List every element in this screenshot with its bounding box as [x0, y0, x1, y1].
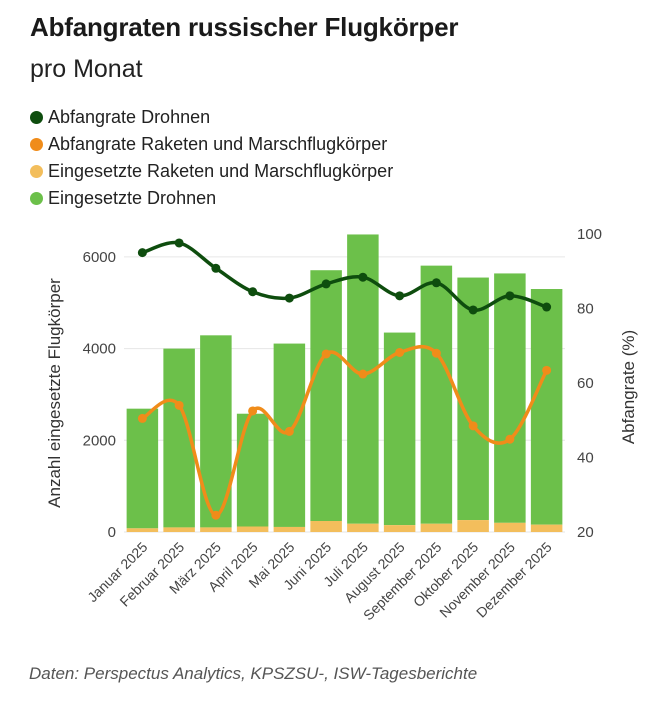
legend-swatch [30, 165, 43, 178]
point-drone-rate [211, 263, 221, 273]
point-drone-rate [468, 305, 478, 315]
point-missile-rate [431, 348, 441, 358]
bar-drones [530, 289, 563, 525]
y-tick-label-right: 40 [577, 450, 594, 467]
point-drone-rate [284, 293, 294, 303]
bar-drones [236, 413, 269, 527]
point-drone-rate [358, 272, 368, 282]
point-missile-rate [505, 434, 515, 444]
bar-drones [457, 277, 489, 521]
bar-drones [420, 265, 453, 524]
point-missile-rate [395, 347, 405, 357]
point-missile-rate [468, 421, 478, 431]
y-axis-title-right: Abfangrate (%) [619, 330, 638, 444]
point-missile-rate [542, 365, 552, 375]
bar-drones [310, 270, 342, 521]
chart-subtitle: pro Monat [30, 55, 143, 83]
bar-missiles [236, 526, 269, 532]
point-missile-rate [248, 406, 258, 416]
legend-item-drone-rate: Abfangrate Drohnen [30, 104, 393, 131]
bar-drones [126, 408, 159, 529]
point-missile-rate [174, 400, 184, 410]
bar-missiles [494, 522, 526, 532]
bar-missiles [457, 520, 489, 532]
legend-label: Eingesetzte Raketen und Marschflugkörper [48, 161, 394, 181]
chart-title: Abfangraten russischer Flugkörper [30, 12, 459, 42]
bar-missiles [200, 527, 232, 532]
bar-drones [494, 273, 526, 523]
point-drone-rate [137, 248, 147, 258]
legend-item-missiles-used: Eingesetzte Raketen und Marschflugkörper [30, 158, 393, 185]
point-drone-rate [395, 291, 405, 301]
legend-swatch [30, 138, 43, 151]
bar-missiles [530, 524, 563, 532]
point-drone-rate [321, 279, 331, 289]
y-tick-label-right: 100 [577, 226, 602, 243]
data-source-note: Daten: Perspectus Analytics, KPSZSU-, IS… [29, 664, 478, 683]
y-tick-label-right: 60 [577, 375, 594, 392]
y-tick-label-left: 2000 [83, 432, 116, 449]
point-drone-rate [248, 287, 258, 297]
bar-missiles [347, 523, 379, 532]
bar-missiles [383, 525, 416, 532]
legend-label: Abfangrate Raketen und Marschflugkörper [48, 134, 388, 154]
bar-missiles [420, 523, 453, 532]
legend-swatch [30, 192, 43, 205]
bar-missiles [163, 527, 195, 532]
point-drone-rate [542, 302, 552, 312]
y-tick-label-right: 80 [577, 301, 594, 318]
y-tick-label-left: 4000 [83, 341, 116, 358]
y-tick-label-left: 6000 [83, 249, 116, 266]
point-missile-rate [211, 510, 221, 520]
y-tick-label-left: 0 [108, 524, 116, 541]
y-tick-label-right: 20 [577, 524, 594, 541]
y-axis-title-left: Anzahl eingesetzte Flugkörper [45, 278, 64, 508]
legend-label: Eingesetzte Drohnen [48, 188, 217, 208]
point-missile-rate [137, 413, 147, 423]
point-missile-rate [358, 369, 368, 379]
bar-missiles [273, 526, 306, 532]
legend-label: Abfangrate Drohnen [48, 107, 211, 127]
point-drone-rate [174, 238, 184, 248]
bar-missiles [310, 520, 342, 532]
point-missile-rate [321, 349, 331, 359]
legend-item-drones-used: Eingesetzte Drohnen [30, 185, 393, 212]
bar-drones [383, 332, 416, 526]
point-missile-rate [284, 426, 294, 436]
legend-swatch [30, 111, 43, 124]
legend-item-missile-rate: Abfangrate Raketen und Marschflugkörper [30, 131, 393, 158]
point-drone-rate [505, 291, 515, 301]
bar-missiles [126, 528, 159, 532]
point-drone-rate [431, 278, 441, 288]
legend: Abfangrate Drohnen Abfangrate Raketen un… [30, 104, 393, 212]
